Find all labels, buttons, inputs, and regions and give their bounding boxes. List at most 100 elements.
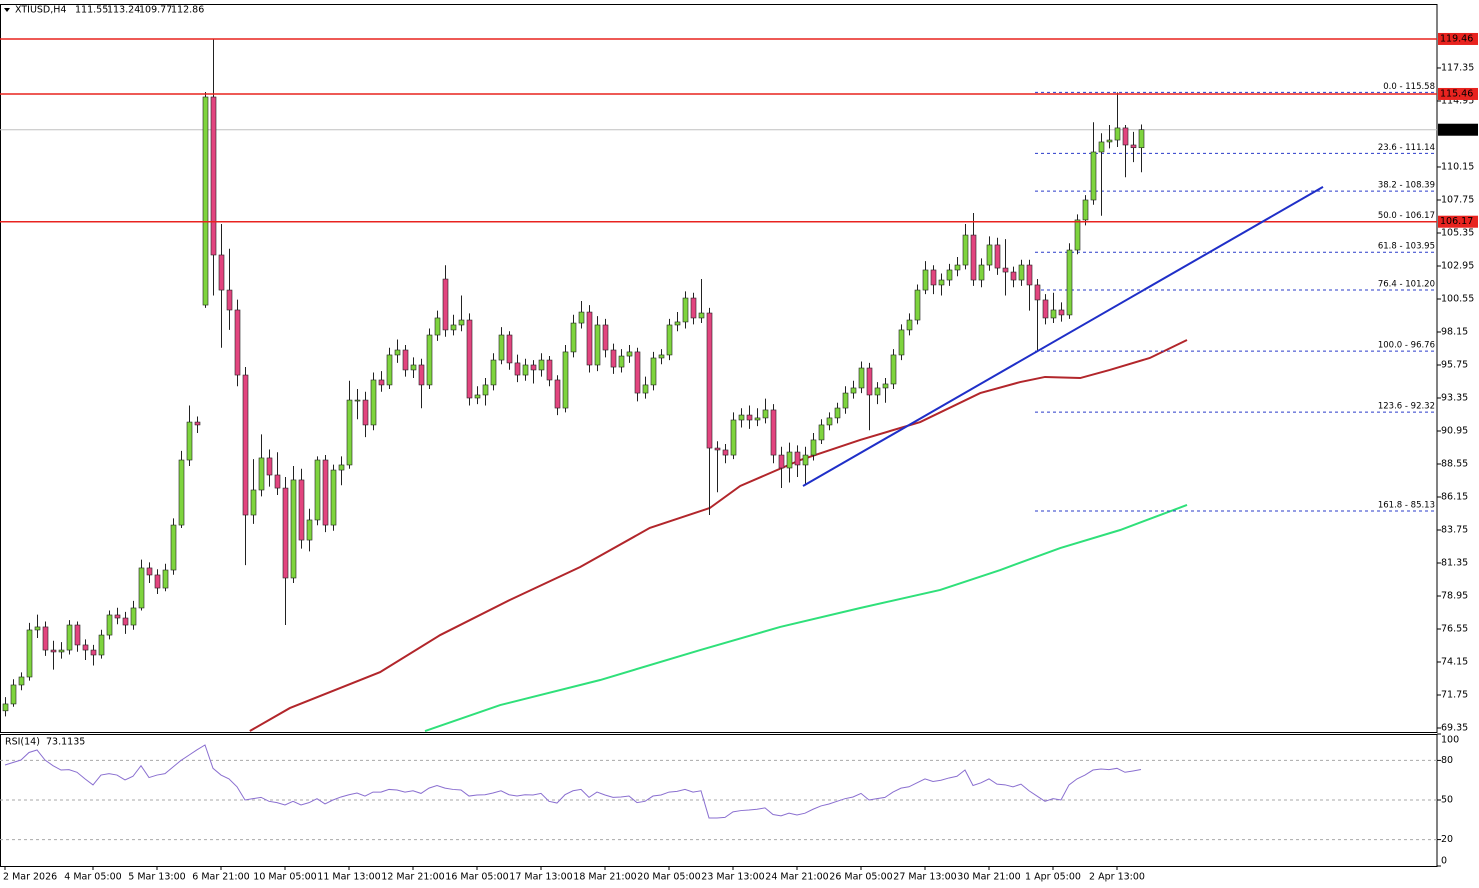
y-tick-label: 74.15	[1441, 657, 1468, 668]
candle-body	[746, 414, 753, 421]
candle-body	[410, 364, 417, 371]
candle-body	[538, 359, 545, 371]
y-tick-label: 76.55	[1441, 624, 1468, 635]
rsi-tick-label: 0	[1441, 856, 1447, 867]
y-tick-label: 78.95	[1441, 591, 1468, 602]
candle-body	[794, 451, 801, 466]
rsi-line	[4, 744, 1142, 819]
x-tick-label: 4 Mar 05:00	[64, 872, 121, 883]
price-label-box	[1438, 32, 1478, 45]
candle-body	[482, 384, 489, 396]
candle-body	[322, 459, 329, 526]
candle-body	[618, 355, 625, 368]
candle-body	[698, 312, 705, 319]
candle-body	[866, 367, 873, 396]
trendline	[802, 186, 1324, 487]
candle-body	[234, 309, 241, 376]
candle-body	[522, 364, 529, 376]
x-tick-label: 27 Mar 13:00	[893, 872, 956, 883]
rsi-value: 73.1135	[46, 737, 85, 748]
candle-body	[1138, 129, 1145, 149]
candle-body	[546, 359, 553, 381]
candle-body	[106, 614, 113, 636]
x-tick-label: 10 Mar 05:00	[253, 872, 316, 883]
menu-arrow	[4, 8, 10, 12]
candle-body	[378, 379, 385, 386]
candle-body	[850, 387, 857, 394]
candle-body	[666, 324, 673, 356]
candle-body	[42, 626, 49, 651]
y-tick-label: 90.95	[1441, 425, 1468, 436]
candle-body	[778, 454, 785, 469]
y-tick-label: 95.75	[1441, 359, 1468, 370]
fib-label: 76.4 - 101.20	[1378, 280, 1435, 290]
candle-body	[314, 459, 321, 521]
candle-body	[658, 354, 665, 359]
candle-body	[802, 454, 809, 466]
candle-body	[306, 519, 313, 541]
candle-body	[146, 567, 153, 576]
price-panel-frame	[0, 4, 1438, 733]
candle-body	[58, 649, 65, 653]
price-label-box	[1438, 87, 1478, 100]
candle-body	[242, 374, 249, 516]
y-tick-label: 117.35	[1441, 62, 1474, 73]
candle-body	[586, 311, 593, 366]
candle-body	[786, 451, 793, 469]
candle-body	[122, 617, 129, 626]
candle-body	[570, 322, 577, 353]
header-value: 111.55	[75, 5, 108, 16]
price-label: 115.46	[1440, 88, 1473, 99]
x-tick-label: 26 Mar 05:00	[829, 872, 892, 883]
candle-body	[218, 254, 225, 291]
candle-body	[266, 457, 273, 476]
candle-body	[370, 379, 377, 426]
candle-body	[602, 324, 609, 351]
candle-body	[114, 614, 121, 619]
x-tick-label: 23 Mar 13:00	[701, 872, 764, 883]
candle-body	[930, 269, 937, 286]
candle-body	[74, 624, 81, 646]
candle-body	[386, 354, 393, 386]
candle-body	[138, 567, 145, 609]
candle-body	[1090, 151, 1097, 201]
candle-body	[418, 364, 425, 386]
y-tick-label: 98.15	[1441, 326, 1468, 337]
candle-body	[202, 96, 209, 306]
candle-body	[530, 364, 537, 371]
candle-body	[258, 457, 265, 491]
candle-body	[562, 351, 569, 409]
candle-body	[1130, 144, 1137, 149]
candle-body	[626, 351, 633, 357]
candle-body	[1018, 264, 1025, 281]
fib-label: 161.8 - 85.13	[1378, 501, 1435, 511]
candle-body	[458, 319, 465, 326]
candle-body	[490, 359, 497, 386]
x-tick-label: 12 Mar 21:00	[381, 872, 444, 883]
y-tick-label: 107.75	[1441, 194, 1474, 205]
candle-body	[186, 421, 193, 461]
x-tick-label: 24 Mar 21:00	[765, 872, 828, 883]
candle-body	[346, 399, 353, 466]
x-tick-label: 5 Mar 13:00	[128, 872, 185, 883]
candle-body	[1026, 264, 1033, 286]
candle-body	[810, 439, 817, 456]
candle-body	[18, 676, 25, 686]
candle-body	[730, 419, 737, 456]
candle-body	[506, 334, 513, 364]
candle-body	[946, 269, 953, 281]
y-tick-label: 100.55	[1441, 293, 1474, 304]
candle-body	[1082, 199, 1089, 221]
candle-body	[642, 384, 649, 394]
candle-body	[610, 349, 617, 368]
candle-body	[34, 626, 41, 631]
candle-body	[66, 624, 73, 651]
candle-body	[970, 234, 977, 281]
candle-body	[178, 459, 185, 526]
x-tick-label: 30 Mar 21:00	[957, 872, 1020, 883]
rsi-tick-label: 50	[1441, 795, 1453, 806]
candle-body	[578, 311, 585, 324]
candle-body	[858, 367, 865, 389]
candle-body	[434, 317, 441, 336]
candle-body	[466, 319, 473, 399]
